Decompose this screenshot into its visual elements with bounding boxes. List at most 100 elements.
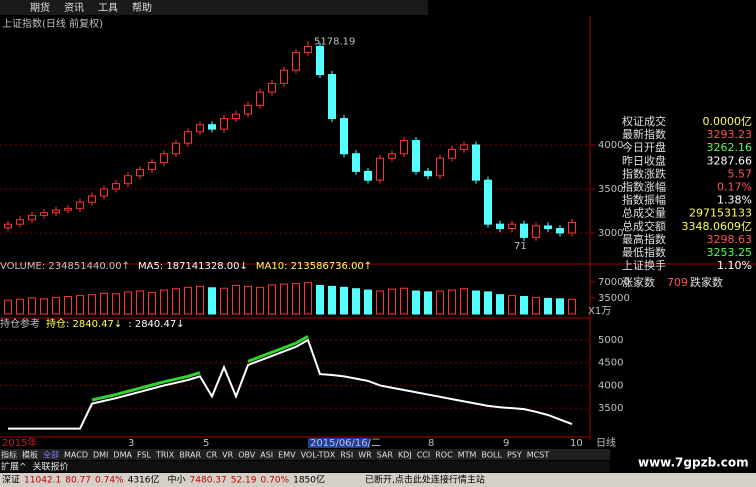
volume-bar — [508, 295, 516, 315]
volume-bar — [460, 288, 468, 315]
chart-title: 上证指数(日线 前复权) — [2, 17, 103, 30]
volume-legend: MA10: 213586736.00↑ — [256, 261, 372, 272]
candle-body — [52, 209, 60, 214]
volume-bar — [388, 288, 396, 315]
candle-body — [100, 188, 108, 197]
volume-bar — [568, 298, 576, 315]
candle-body — [16, 219, 24, 225]
tab[interactable]: SAR — [377, 451, 394, 460]
volume-bar — [148, 291, 156, 315]
volume-bar — [484, 291, 492, 315]
y-tick-label: 3500 — [598, 403, 623, 414]
x-tick-label: 5 — [203, 438, 209, 449]
volume-bar — [496, 294, 504, 315]
volume-bar — [448, 289, 456, 315]
candle-body — [388, 153, 396, 159]
info-value: 3262.16 — [707, 141, 753, 154]
volume-bar — [184, 286, 192, 315]
holding-legend: 持仓: 2840.47↓ — [46, 317, 122, 330]
volume-bar — [208, 287, 216, 315]
info-value: 3287.66 — [707, 154, 753, 167]
volume-bar — [16, 298, 24, 315]
tab[interactable]: TRIX — [155, 451, 175, 460]
info-value: 5.57 — [728, 167, 753, 180]
tab[interactable]: VOL-TDX — [301, 451, 336, 460]
candle-body — [76, 201, 84, 209]
candle-body — [448, 148, 456, 159]
candle-body — [544, 225, 552, 230]
volume-bar — [352, 288, 360, 315]
tab[interactable]: OBV — [238, 451, 256, 460]
y-tick-label: 3000 — [598, 228, 623, 239]
volume-bar — [100, 292, 108, 315]
volume-bar — [376, 290, 384, 315]
candle-body — [316, 45, 324, 76]
volume-bar — [532, 296, 540, 315]
candle-body — [412, 140, 420, 172]
sub-tab[interactable]: 关联报价 — [33, 461, 69, 473]
candle-body — [256, 91, 264, 106]
y-tick-label: 4000 — [598, 380, 623, 391]
tab[interactable]: ASI — [260, 451, 273, 460]
tab[interactable]: FSL — [137, 451, 152, 460]
tab[interactable]: 模板 — [22, 450, 38, 460]
status-message[interactable]: 已断开,点击此处连接行情主站 — [365, 474, 485, 486]
sub-tab[interactable]: 扩展^ — [1, 461, 27, 473]
menu-item[interactable]: 资讯 — [64, 2, 84, 14]
tab[interactable]: 指标 — [1, 450, 17, 460]
tab[interactable]: MACD — [64, 451, 88, 460]
status-item: 11042.1 — [24, 476, 61, 486]
x-tick-label: 2015年 — [2, 436, 37, 449]
candle-body — [88, 195, 96, 203]
volume-bar — [4, 299, 12, 315]
tab[interactable]: CCI — [417, 451, 431, 460]
candle-body — [364, 170, 372, 181]
info-label: 最新指数 — [622, 127, 666, 141]
holding-legend: : 2840.47↓ — [128, 319, 184, 330]
info-value: 0.17% — [717, 181, 752, 194]
tab[interactable]: KDJ — [398, 451, 412, 460]
volume-bar — [28, 297, 36, 315]
y-tick-label: 70000 — [598, 277, 630, 288]
status-item: 深证 — [2, 475, 20, 486]
tab[interactable]: ROC — [435, 451, 453, 460]
volume-bar — [556, 298, 564, 315]
candle-body — [124, 175, 132, 185]
candle-body — [232, 113, 240, 120]
candle-body — [340, 118, 348, 155]
tab[interactable]: WR — [358, 451, 372, 460]
y-tick-label: 4000 — [598, 140, 623, 151]
status-item: 中小 — [168, 474, 186, 486]
volume-bar — [340, 286, 348, 315]
info-label: 总成交额 — [622, 219, 666, 233]
tab[interactable]: 全部 — [43, 450, 59, 460]
info-label: 指数涨幅 — [622, 180, 666, 194]
tab[interactable]: BRAR — [179, 451, 201, 460]
tab[interactable]: CR — [206, 451, 218, 460]
candle-body — [280, 69, 288, 84]
menu-item[interactable]: 帮助 — [132, 1, 152, 14]
menu-item[interactable]: 工具 — [98, 2, 118, 14]
tab[interactable]: BOLL — [481, 451, 502, 460]
volume-bar — [76, 295, 84, 315]
candle-body — [184, 131, 192, 144]
tab[interactable]: VR — [222, 451, 233, 460]
volume-bar — [160, 289, 168, 315]
tab[interactable]: MTM — [458, 451, 477, 460]
menu-item[interactable]: 期货 — [30, 1, 50, 14]
volume-bar — [244, 285, 252, 315]
tab[interactable]: RSI — [340, 451, 353, 460]
tab[interactable]: EMV — [278, 451, 296, 460]
tab[interactable]: MCST — [527, 451, 550, 460]
x-tick-label: 10 — [570, 438, 583, 449]
tab[interactable]: PSY — [507, 451, 522, 460]
candle-body — [376, 157, 384, 181]
tab[interactable]: DMA — [113, 451, 132, 460]
y-tick-label: 3500 — [598, 184, 623, 195]
holding-line — [8, 338, 573, 430]
tab[interactable]: DMI — [93, 451, 108, 460]
info-label: 今日开盘 — [622, 140, 666, 154]
volume-bar — [124, 291, 132, 315]
